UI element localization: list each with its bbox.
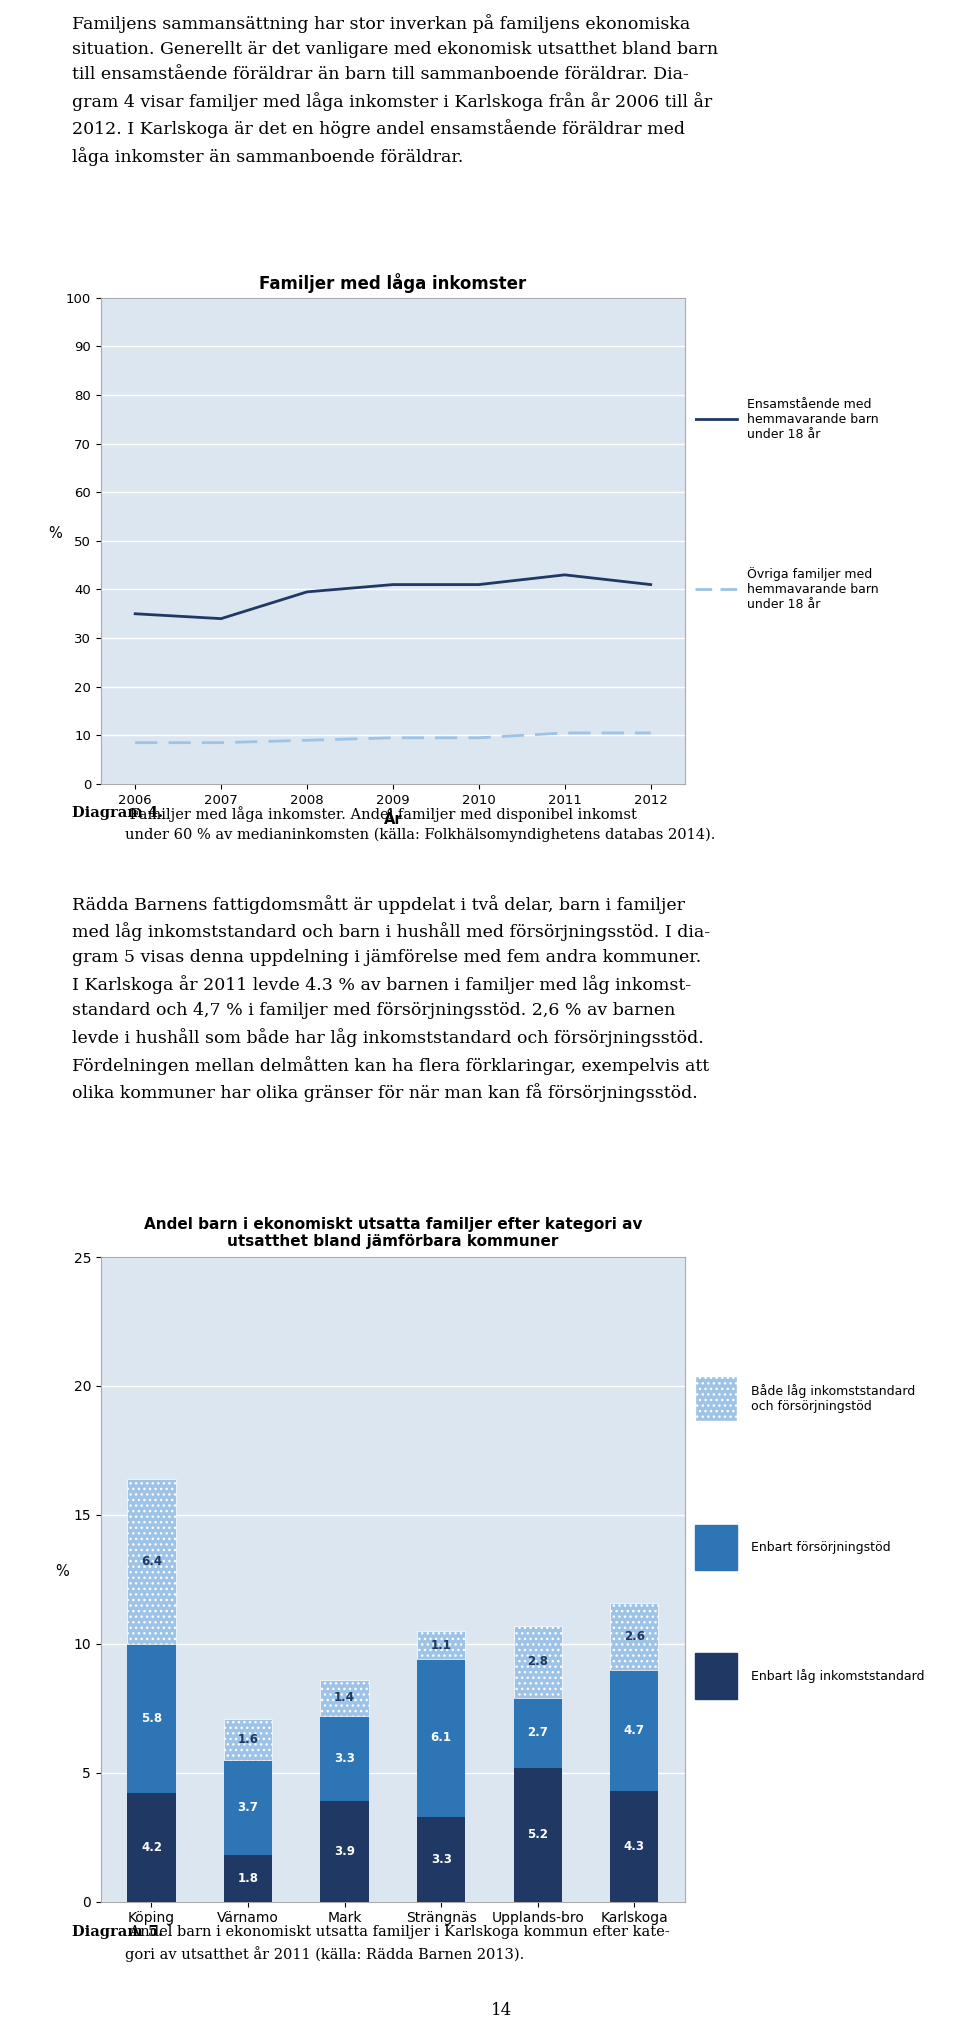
Text: Diagram 4.: Diagram 4. <box>72 806 163 820</box>
Text: 4.3: 4.3 <box>624 1840 645 1852</box>
Text: Rädda Barnens fattigdomsmått är uppdelat i två delar, barn i familjer
med låg in: Rädda Barnens fattigdomsmått är uppdelat… <box>72 895 710 1103</box>
Text: Andel barn i ekonomiskt utsatta familjer i Karlskoga kommun efter kate-
gori av : Andel barn i ekonomiskt utsatta familjer… <box>125 1925 670 1962</box>
Bar <box>695 1376 737 1420</box>
Bar <box>417 1817 466 1901</box>
Text: 14: 14 <box>491 2002 513 2019</box>
X-axis label: År: År <box>384 812 402 828</box>
Text: 1.6: 1.6 <box>237 1732 258 1746</box>
Bar <box>224 1760 273 1856</box>
Bar <box>321 1801 369 1901</box>
Text: 1.8: 1.8 <box>237 1872 258 1884</box>
Text: Enbart låg inkomststandard: Enbart låg inkomststandard <box>752 1669 924 1683</box>
Text: Både låg inkomststandard
och försörjningstöd: Både låg inkomststandard och försörjning… <box>752 1384 916 1414</box>
Bar <box>695 1524 737 1569</box>
Text: 5.2: 5.2 <box>527 1827 548 1842</box>
Text: Familjens sammansättning har stor inverkan på familjens ekonomiska
situation. Ge: Familjens sammansättning har stor inverk… <box>72 14 718 167</box>
Bar <box>128 1793 176 1901</box>
Text: 2.7: 2.7 <box>527 1726 548 1740</box>
Text: 4.7: 4.7 <box>624 1724 645 1736</box>
Text: 6.1: 6.1 <box>431 1732 452 1744</box>
Bar <box>321 1716 369 1801</box>
Text: 5.8: 5.8 <box>141 1711 162 1726</box>
Text: 1.4: 1.4 <box>334 1691 355 1705</box>
Bar <box>611 1791 659 1901</box>
Bar <box>695 1654 737 1699</box>
Text: 6.4: 6.4 <box>141 1555 162 1567</box>
Text: 2.8: 2.8 <box>527 1654 548 1669</box>
Bar <box>514 1768 562 1901</box>
Bar <box>417 1630 466 1659</box>
Text: 3.7: 3.7 <box>238 1801 258 1813</box>
Text: Övriga familjer med
hemmavarande barn
under 18 år: Övriga familjer med hemmavarande barn un… <box>747 568 878 610</box>
Text: 3.9: 3.9 <box>334 1846 355 1858</box>
Bar <box>224 1856 273 1901</box>
Title: Andel barn i ekonomiskt utsatta familjer efter kategori av
utsatthet bland jämfö: Andel barn i ekonomiskt utsatta familjer… <box>144 1217 642 1249</box>
Title: Familjer med låga inkomster: Familjer med låga inkomster <box>259 273 526 293</box>
Text: 4.2: 4.2 <box>141 1842 162 1854</box>
Bar <box>514 1626 562 1697</box>
Y-axis label: %: % <box>48 525 61 541</box>
Text: Enbart försörjningstöd: Enbart försörjningstöd <box>752 1540 891 1553</box>
Bar <box>514 1697 562 1768</box>
Text: 3.3: 3.3 <box>431 1852 451 1866</box>
Bar <box>224 1718 273 1760</box>
Bar <box>128 1479 176 1644</box>
Text: 2.6: 2.6 <box>624 1630 645 1642</box>
Bar <box>611 1602 659 1669</box>
Y-axis label: %: % <box>56 1565 69 1579</box>
Bar <box>611 1669 659 1791</box>
Text: Diagram 5.: Diagram 5. <box>72 1925 163 1939</box>
Text: 3.3: 3.3 <box>334 1752 355 1764</box>
Bar <box>128 1644 176 1793</box>
Bar <box>417 1659 466 1817</box>
Text: 1.1: 1.1 <box>431 1638 451 1652</box>
Text: Familjer med låga inkomster. Andel familjer med disponibel inkomst
under 60 % av: Familjer med låga inkomster. Andel famil… <box>125 806 715 842</box>
Bar <box>321 1679 369 1716</box>
Text: Ensamstående med
hemmavarande barn
under 18 år: Ensamstående med hemmavarande barn under… <box>747 397 878 442</box>
